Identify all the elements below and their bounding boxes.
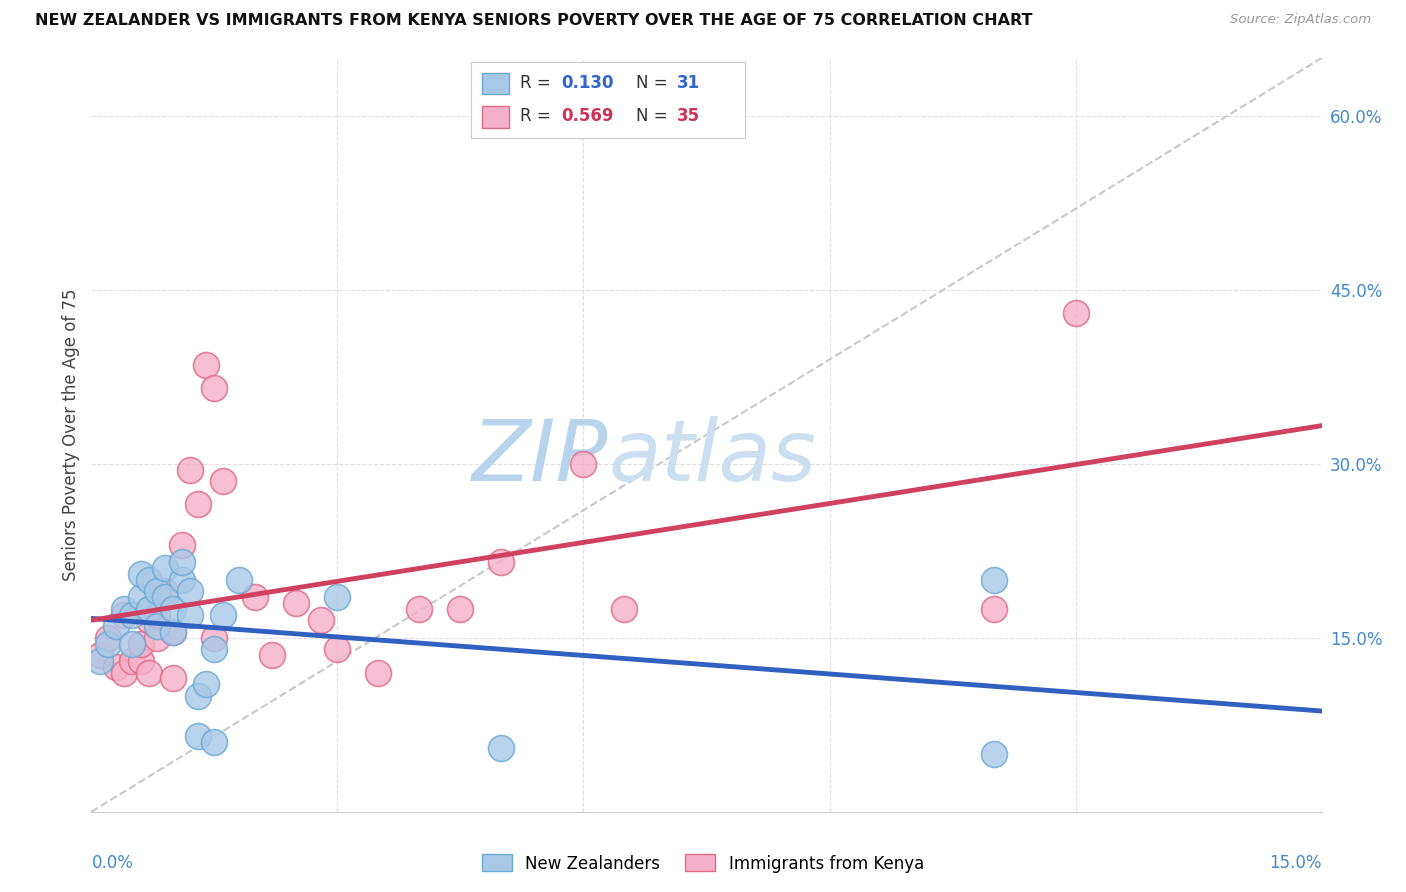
Point [179, 584, 201, 599]
Point [449, 602, 471, 616]
Text: 0.130: 0.130 [561, 74, 614, 92]
Point [195, 677, 218, 691]
Point [112, 665, 135, 680]
Point [983, 602, 1005, 616]
Point [1064, 306, 1087, 320]
Point [121, 654, 143, 668]
Point [129, 567, 152, 582]
Point [146, 619, 169, 633]
Point [129, 637, 152, 651]
Point [138, 573, 160, 587]
Point [89, 654, 111, 668]
Bar [482, 106, 509, 128]
Point [112, 602, 135, 616]
Text: 35: 35 [676, 106, 700, 125]
Point [97, 631, 120, 645]
Y-axis label: Seniors Poverty Over the Age of 75: Seniors Poverty Over the Age of 75 [62, 289, 80, 581]
Text: 0.0%: 0.0% [91, 855, 134, 872]
Point [170, 555, 193, 570]
Text: atlas: atlas [607, 416, 815, 499]
Point [202, 735, 225, 749]
Point [187, 730, 209, 744]
Point [245, 591, 267, 605]
Point [179, 462, 201, 476]
Text: 31: 31 [676, 74, 700, 92]
Point [195, 358, 218, 373]
Point [187, 689, 209, 703]
Text: 0.569: 0.569 [561, 106, 614, 125]
Text: N =: N = [636, 74, 672, 92]
Point [983, 747, 1005, 761]
Point [211, 475, 233, 489]
Text: N =: N = [636, 106, 672, 125]
Point [162, 602, 184, 616]
Point [162, 671, 184, 685]
Text: 15.0%: 15.0% [1270, 855, 1322, 872]
Text: R =: R = [520, 106, 557, 125]
Point [153, 591, 177, 605]
Point [202, 631, 225, 645]
Point [285, 596, 308, 610]
Point [211, 607, 233, 622]
Point [491, 740, 513, 755]
Point [367, 665, 389, 680]
Point [146, 631, 169, 645]
Point [228, 573, 250, 587]
Text: R =: R = [520, 74, 557, 92]
Point [260, 648, 283, 662]
Text: Source: ZipAtlas.com: Source: ZipAtlas.com [1230, 13, 1371, 27]
Point [491, 555, 513, 570]
Point [121, 607, 143, 622]
Point [170, 538, 193, 552]
Point [408, 602, 430, 616]
Point [153, 561, 177, 575]
Point [309, 614, 332, 628]
Point [89, 648, 111, 662]
Text: ZIP: ZIP [472, 416, 607, 499]
Point [179, 607, 201, 622]
Point [187, 498, 209, 512]
Point [162, 624, 184, 639]
Point [105, 619, 127, 633]
Point [202, 642, 225, 657]
Point [129, 654, 152, 668]
Point [326, 642, 349, 657]
Point [202, 382, 225, 396]
Point [326, 591, 349, 605]
Point [97, 637, 120, 651]
Point [121, 637, 143, 651]
Point [572, 457, 595, 471]
Point [170, 573, 193, 587]
Point [112, 607, 135, 622]
Point [146, 607, 169, 622]
Point [105, 660, 127, 674]
Point [613, 602, 636, 616]
Bar [482, 73, 509, 95]
Point [153, 584, 177, 599]
Point [138, 602, 160, 616]
Point [129, 591, 152, 605]
Point [983, 573, 1005, 587]
Point [138, 614, 160, 628]
Legend: New Zealanders, Immigrants from Kenya: New Zealanders, Immigrants from Kenya [475, 847, 931, 880]
Point [162, 624, 184, 639]
Text: NEW ZEALANDER VS IMMIGRANTS FROM KENYA SENIORS POVERTY OVER THE AGE OF 75 CORREL: NEW ZEALANDER VS IMMIGRANTS FROM KENYA S… [35, 13, 1032, 29]
Point [138, 665, 160, 680]
Point [146, 584, 169, 599]
